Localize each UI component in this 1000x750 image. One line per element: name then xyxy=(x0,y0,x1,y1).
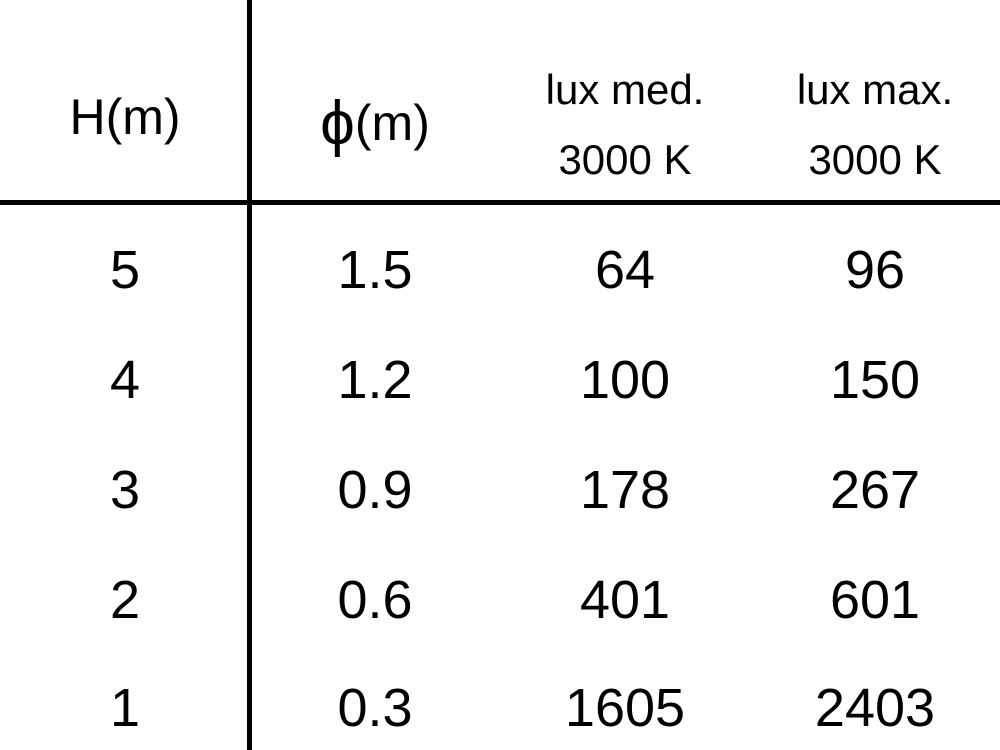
table-cell: 178 xyxy=(579,460,671,520)
table-cell: 0.3 xyxy=(337,678,413,738)
table-cell: 267 xyxy=(829,460,921,520)
table-cell: 1605 xyxy=(564,678,686,738)
table-cell: 5 xyxy=(109,240,141,300)
table-cell: 4 xyxy=(109,350,141,410)
header-label: lux med. xyxy=(545,66,705,113)
table-cell: 64 xyxy=(594,240,656,300)
table-cell: 0.9 xyxy=(337,460,413,520)
phi-symbol: ϕ xyxy=(320,89,355,158)
header-diameter: ϕ(m) xyxy=(250,88,500,159)
table-cell: 150 xyxy=(829,350,921,410)
column-divider xyxy=(247,0,252,750)
table-cell: 0.6 xyxy=(337,570,413,630)
table-cell: 3 xyxy=(109,460,141,520)
table-cell: 1.5 xyxy=(337,240,413,300)
table-cell: 1.2 xyxy=(337,350,413,410)
table-cell: 1 xyxy=(109,678,141,738)
table-cell: 100 xyxy=(579,350,671,410)
table-cell: 96 xyxy=(844,240,906,300)
table-cell: 401 xyxy=(579,570,671,630)
header-label: (m) xyxy=(354,95,430,151)
header-height: H(m) xyxy=(0,88,250,146)
table-cell: 601 xyxy=(829,570,921,630)
table-cell: 2403 xyxy=(814,678,936,738)
header-sublabel: 3000 K xyxy=(558,136,692,183)
header-label: H(m) xyxy=(69,89,181,145)
header-divider xyxy=(0,200,1000,205)
header-lux-max: lux max. 3000 K xyxy=(750,55,1000,195)
table-cell: 2 xyxy=(109,570,141,630)
header-label: lux max. xyxy=(796,66,954,113)
header-sublabel: 3000 K xyxy=(808,136,942,183)
header-lux-med: lux med. 3000 K xyxy=(500,55,750,195)
